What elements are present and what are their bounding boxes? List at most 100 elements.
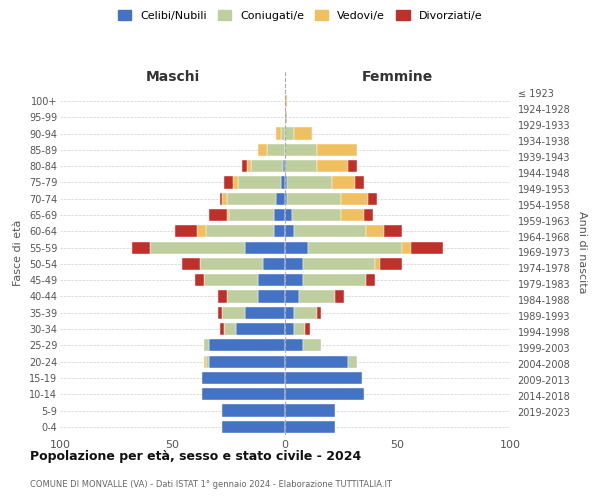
Bar <box>224 323 235 335</box>
Bar <box>281 128 285 140</box>
Bar <box>245 242 285 254</box>
Bar <box>224 176 233 188</box>
Bar <box>220 323 224 335</box>
Bar <box>218 290 227 302</box>
Bar <box>341 192 368 205</box>
Bar <box>380 258 402 270</box>
Bar <box>285 144 317 156</box>
Bar <box>222 192 227 205</box>
Bar <box>411 242 443 254</box>
Bar <box>227 290 258 302</box>
Bar <box>294 306 317 319</box>
Bar <box>218 306 222 319</box>
Bar <box>235 323 285 335</box>
Bar <box>348 160 357 172</box>
Bar <box>292 209 341 221</box>
Bar <box>206 225 274 237</box>
Bar <box>285 404 335 416</box>
Bar <box>276 192 285 205</box>
Bar <box>245 306 285 319</box>
Bar <box>276 128 281 140</box>
Bar <box>222 306 245 319</box>
Bar <box>287 192 341 205</box>
Bar <box>366 225 384 237</box>
Bar <box>348 356 357 368</box>
Bar <box>285 274 303 286</box>
Bar <box>285 111 287 124</box>
Bar <box>285 323 294 335</box>
Bar <box>285 95 287 107</box>
Bar <box>182 258 199 270</box>
Bar <box>204 340 209 351</box>
Bar <box>285 209 292 221</box>
Bar <box>285 192 287 205</box>
Bar <box>285 340 303 351</box>
Bar <box>209 209 227 221</box>
Bar <box>251 160 283 172</box>
Bar <box>285 225 294 237</box>
Bar <box>285 372 361 384</box>
Bar <box>285 388 364 400</box>
Bar <box>274 225 285 237</box>
Bar <box>242 160 247 172</box>
Bar <box>233 176 238 188</box>
Text: Popolazione per età, sesso e stato civile - 2024: Popolazione per età, sesso e stato civil… <box>30 450 361 463</box>
Bar <box>285 176 287 188</box>
Bar <box>303 258 375 270</box>
Bar <box>285 356 348 368</box>
Text: Femmine: Femmine <box>362 70 433 84</box>
Bar <box>368 192 377 205</box>
Bar <box>285 128 294 140</box>
Bar <box>229 209 274 221</box>
Bar <box>375 258 380 270</box>
Bar <box>285 258 303 270</box>
Bar <box>305 323 310 335</box>
Bar <box>287 176 332 188</box>
Text: COMUNE DI MONVALLE (VA) - Dati ISTAT 1° gennaio 2024 - Elaborazione TUTTITALIA.I: COMUNE DI MONVALLE (VA) - Dati ISTAT 1° … <box>30 480 392 489</box>
Bar <box>294 225 366 237</box>
Bar <box>285 290 299 302</box>
Bar <box>317 306 321 319</box>
Bar <box>258 274 285 286</box>
Bar <box>227 192 276 205</box>
Bar <box>384 225 402 237</box>
Bar <box>202 372 285 384</box>
Bar <box>227 209 229 221</box>
Bar <box>332 176 355 188</box>
Bar <box>294 128 312 140</box>
Bar <box>341 209 364 221</box>
Bar <box>335 290 343 302</box>
Bar <box>355 176 364 188</box>
Bar <box>197 225 206 237</box>
Y-axis label: Anni di nascita: Anni di nascita <box>577 211 587 294</box>
Bar <box>364 209 373 221</box>
Bar <box>308 242 402 254</box>
Bar <box>209 340 285 351</box>
Text: Maschi: Maschi <box>145 70 200 84</box>
Bar <box>238 176 281 188</box>
Bar <box>317 160 348 172</box>
Bar <box>206 356 209 368</box>
Bar <box>303 340 321 351</box>
Legend: Celibi/Nubili, Coniugati/e, Vedovi/e, Divorziati/e: Celibi/Nubili, Coniugati/e, Vedovi/e, Di… <box>113 6 487 25</box>
Bar <box>220 192 222 205</box>
Bar <box>299 290 335 302</box>
Bar <box>258 144 267 156</box>
Bar <box>132 242 150 254</box>
Bar <box>222 404 285 416</box>
Bar <box>317 144 357 156</box>
Bar <box>294 323 305 335</box>
Bar <box>402 242 411 254</box>
Bar <box>283 160 285 172</box>
Bar <box>366 274 375 286</box>
Bar <box>285 242 308 254</box>
Bar <box>222 420 285 433</box>
Bar <box>195 274 204 286</box>
Bar <box>285 306 294 319</box>
Y-axis label: Fasce di età: Fasce di età <box>13 220 23 286</box>
Bar <box>247 160 251 172</box>
Bar <box>175 225 197 237</box>
Bar <box>202 388 285 400</box>
Bar <box>209 356 285 368</box>
Bar <box>285 160 317 172</box>
